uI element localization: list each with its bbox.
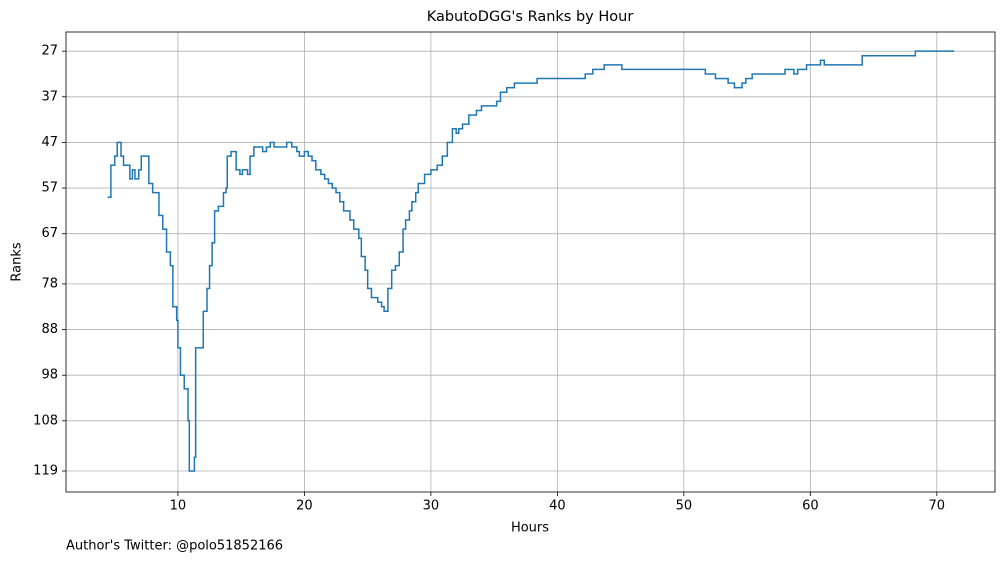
- y-tick-label: 47: [41, 135, 58, 150]
- x-tick-label: 10: [170, 499, 187, 514]
- x-axis-label: Hours: [511, 521, 549, 536]
- y-tick-label: 108: [33, 413, 58, 428]
- footnote: Author's Twitter: @polo51852166: [66, 539, 283, 554]
- y-tick-label: 67: [41, 226, 58, 241]
- x-tick-label: 60: [802, 499, 819, 514]
- x-tick-label: 20: [296, 499, 313, 514]
- x-tick-label: 40: [549, 499, 566, 514]
- y-axis-label: Ranks: [10, 242, 25, 281]
- y-tick-label: 119: [33, 464, 58, 479]
- y-tick-label: 78: [41, 276, 58, 291]
- y-tick-label: 37: [41, 89, 58, 104]
- y-tick-label: 88: [41, 322, 58, 337]
- x-tick-label: 30: [423, 499, 440, 514]
- y-tick-label: 27: [41, 44, 58, 59]
- y-tick-label: 98: [41, 368, 58, 383]
- y-tick-label: 57: [41, 181, 58, 196]
- x-tick-label: 70: [929, 499, 946, 514]
- plot-frame: [65, 31, 996, 493]
- chart-title: KabutoDGG's Ranks by Hour: [427, 9, 634, 25]
- x-tick-label: 50: [676, 499, 693, 514]
